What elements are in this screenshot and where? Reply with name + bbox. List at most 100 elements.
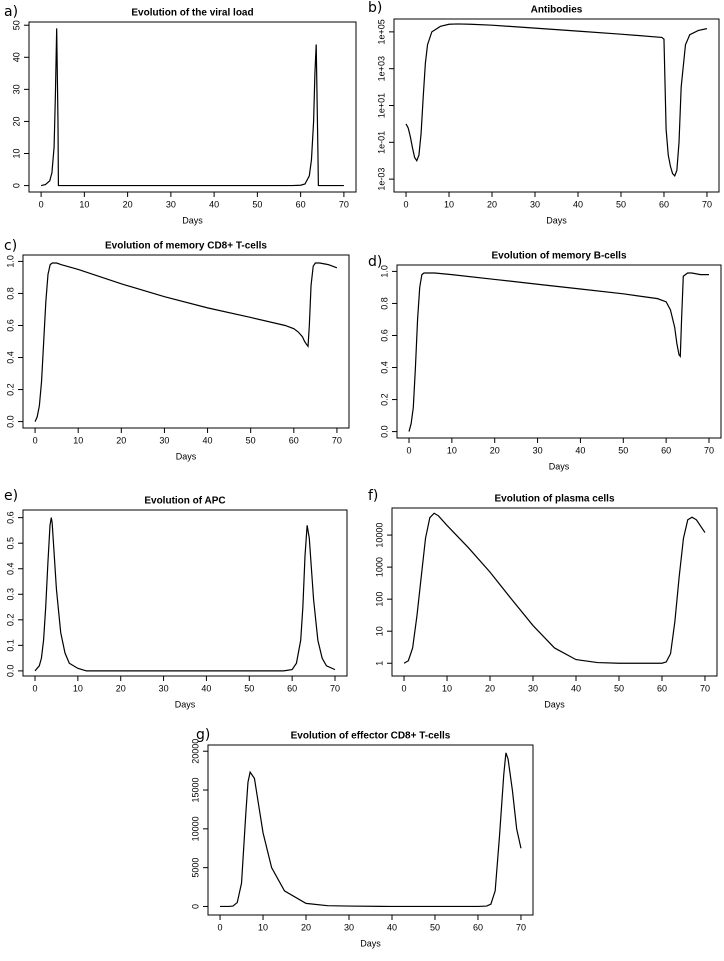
data-line (220, 752, 522, 908)
x-tick-label: 50 (246, 435, 256, 445)
data-line (40, 28, 344, 187)
data-line (403, 512, 706, 664)
y-tick-label: 0.0 (379, 425, 389, 438)
x-tick-label: 40 (203, 435, 213, 445)
x-tick-label: 0 (218, 922, 223, 932)
x-tick-label: 40 (201, 683, 211, 693)
x-axis-label: Days (360, 938, 381, 948)
y-tick-label: 100 (374, 592, 384, 607)
x-tick-label: 60 (289, 435, 299, 445)
x-tick-label: 10 (79, 199, 89, 209)
plot-box (396, 264, 722, 439)
panel-label: b) (368, 0, 382, 16)
x-tick-label: 70 (704, 445, 714, 455)
y-tick-label: 1e-03 (376, 168, 386, 191)
x-tick-label: 70 (330, 683, 340, 693)
x-axis-label: Days (176, 451, 197, 461)
x-tick-label: 20 (301, 922, 311, 932)
x-tick-label: 10 (442, 683, 452, 693)
chart-title: Evolution of APC (144, 496, 225, 507)
x-tick-label: 50 (614, 683, 624, 693)
y-tick-label: 0.2 (5, 383, 15, 396)
x-axis-label: Days (175, 699, 196, 709)
panel-label: g) (196, 727, 210, 743)
y-tick-label: 20 (11, 116, 21, 126)
y-tick-label: 40 (11, 52, 21, 62)
x-tick-label: 10 (73, 435, 83, 445)
panel-label: a) (4, 4, 18, 20)
y-tick-label: 0 (190, 904, 200, 909)
x-tick-label: 0 (406, 445, 411, 455)
chart-title: Evolution of memory CD8+ T-cells (105, 241, 267, 252)
x-tick-label: 20 (490, 445, 500, 455)
x-tick-label: 20 (485, 683, 495, 693)
y-tick-label: 0.8 (5, 287, 15, 300)
y-tick-label: 0.5 (5, 537, 15, 550)
data-line (34, 262, 338, 422)
y-tick-label: 1e-01 (376, 131, 386, 154)
x-tick-label: 60 (657, 683, 667, 693)
x-tick-label: 40 (571, 683, 581, 693)
y-tick-label: 10 (11, 149, 21, 159)
y-tick-label: 1.0 (5, 255, 15, 268)
y-tick-label: 0.6 (5, 319, 15, 332)
x-tick-label: 30 (344, 922, 354, 932)
y-tick-label: 0.4 (5, 351, 15, 364)
x-tick-label: 10 (73, 683, 83, 693)
x-tick-label: 0 (39, 199, 44, 209)
x-axis-label: Days (549, 461, 570, 471)
plot-box (391, 507, 718, 677)
y-tick-label: 50 (11, 20, 21, 30)
x-tick-label: 50 (618, 445, 628, 455)
y-tick-label: 0.4 (5, 562, 15, 575)
chart-title: Evolution of the viral load (131, 8, 253, 19)
x-tick-label: 30 (530, 199, 540, 209)
x-tick-label: 40 (209, 199, 219, 209)
panel-label: f) (368, 488, 378, 504)
x-tick-label: 0 (404, 199, 409, 209)
y-tick-label: 0.4 (379, 361, 389, 374)
x-tick-label: 70 (339, 199, 349, 209)
chart-title: Evolution of plasma cells (494, 494, 614, 505)
x-tick-label: 30 (159, 683, 169, 693)
y-tick-label: 30 (11, 84, 21, 94)
y-tick-label: 0.0 (5, 415, 15, 428)
y-tick-label: 1000 (374, 557, 384, 577)
y-tick-label: 10 (374, 626, 384, 636)
x-tick-label: 20 (116, 683, 126, 693)
x-tick-label: 20 (123, 199, 133, 209)
x-tick-label: 70 (700, 683, 710, 693)
x-tick-label: 20 (487, 199, 497, 209)
y-tick-label: 15000 (190, 778, 200, 803)
chart-title: Antibodies (531, 5, 583, 16)
y-tick-label: 0.6 (5, 511, 15, 524)
x-axis-label: Days (182, 215, 203, 225)
plot-box (22, 509, 348, 677)
panel-label: c) (4, 238, 17, 254)
x-tick-label: 70 (516, 922, 526, 932)
y-tick-label: 10000 (374, 523, 384, 548)
x-tick-label: 70 (332, 435, 342, 445)
x-tick-label: 10 (444, 199, 454, 209)
y-tick-label: 5000 (190, 858, 200, 878)
x-tick-label: 50 (430, 922, 440, 932)
data-line (408, 272, 709, 432)
x-tick-label: 0 (32, 683, 37, 693)
y-tick-label: 0.2 (5, 614, 15, 627)
plot-box (207, 744, 534, 916)
x-tick-label: 50 (616, 199, 626, 209)
x-tick-label: 40 (573, 199, 583, 209)
x-tick-label: 60 (287, 683, 297, 693)
data-line (405, 23, 708, 177)
y-tick-label: 10000 (190, 816, 200, 841)
x-tick-label: 10 (258, 922, 268, 932)
panel-label: e) (4, 488, 18, 504)
x-tick-label: 40 (387, 922, 397, 932)
x-tick-label: 30 (533, 445, 543, 455)
x-tick-label: 20 (116, 435, 126, 445)
x-tick-label: 50 (252, 199, 262, 209)
y-tick-label: 1e+05 (376, 19, 386, 44)
x-tick-label: 30 (528, 683, 538, 693)
x-tick-label: 30 (159, 435, 169, 445)
